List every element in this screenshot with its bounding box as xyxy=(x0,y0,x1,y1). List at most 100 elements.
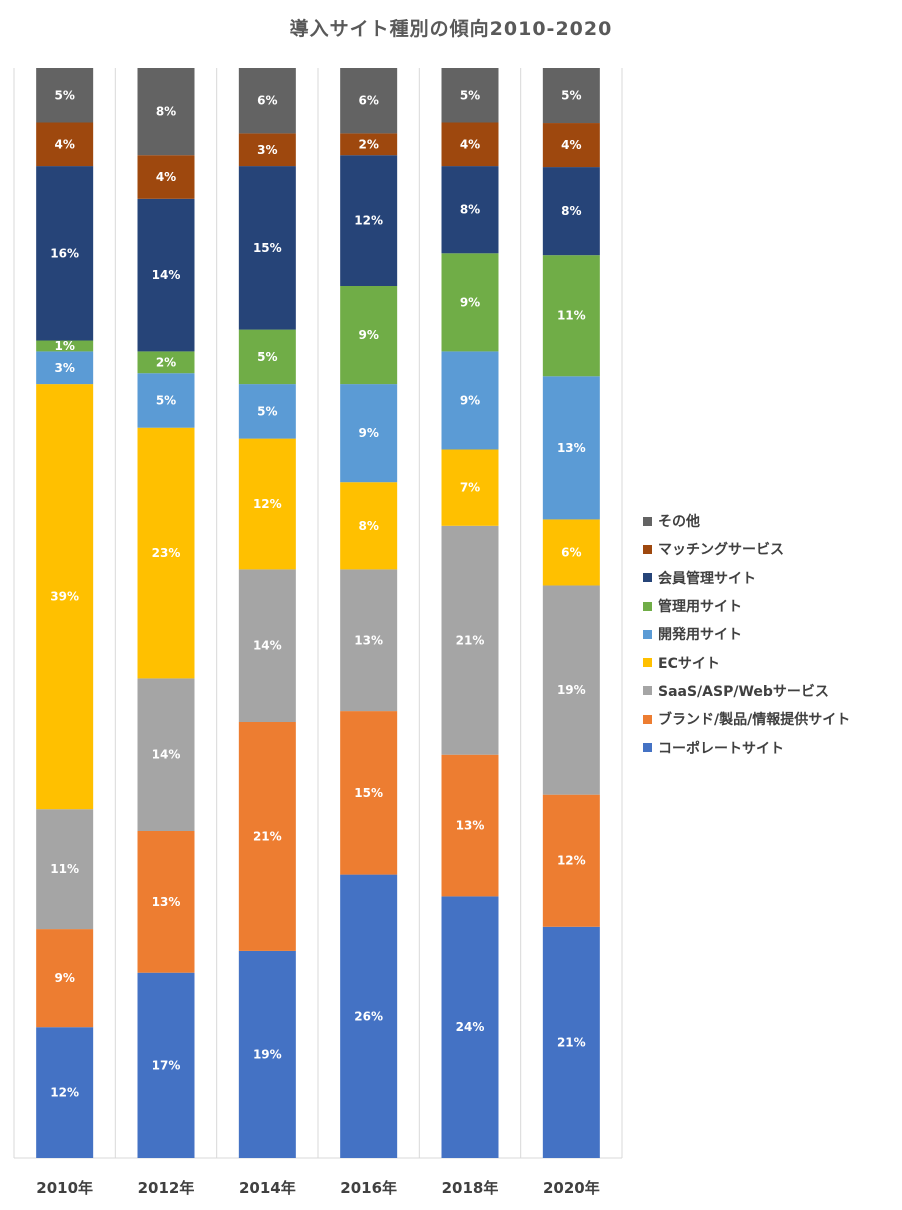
data-label: 4% xyxy=(561,138,581,152)
bar-segment xyxy=(340,133,398,156)
data-label: 15% xyxy=(354,786,383,800)
legend-swatch xyxy=(643,629,652,639)
bar-segment xyxy=(340,874,398,1158)
bar-segment xyxy=(36,351,94,385)
bar-segment xyxy=(238,68,296,134)
data-label: 16% xyxy=(50,246,79,260)
bar-segment xyxy=(238,438,296,570)
legend-item: マッチングサービス xyxy=(643,535,850,563)
legend-item: 開発用サイト xyxy=(643,620,850,648)
data-label: 1% xyxy=(54,339,74,353)
data-label: 4% xyxy=(156,170,176,184)
bar-segment xyxy=(340,569,398,712)
data-label: 3% xyxy=(257,143,277,157)
data-label: 21% xyxy=(253,829,282,843)
legend-item: SaaS/ASP/Webサービス xyxy=(643,677,850,705)
bar-segment xyxy=(340,68,398,134)
x-tick-label: 2018年 xyxy=(442,1179,499,1197)
x-tick-label: 2016年 xyxy=(340,1179,397,1197)
data-label: 5% xyxy=(257,350,277,364)
data-label: 26% xyxy=(354,1009,383,1023)
bar-segment xyxy=(238,384,296,439)
data-label: 13% xyxy=(557,441,586,455)
legend-label: マッチングサービス xyxy=(658,542,784,559)
data-label: 9% xyxy=(460,393,480,407)
data-label: 9% xyxy=(358,328,378,342)
legend-item: その他 xyxy=(643,507,850,535)
bar-segment xyxy=(137,972,195,1158)
bar-segment xyxy=(238,569,296,722)
bar-segment xyxy=(137,678,195,831)
bar-segment xyxy=(542,376,600,520)
bar-segment xyxy=(36,384,94,810)
data-label: 13% xyxy=(152,895,181,909)
bar-segment xyxy=(441,122,499,167)
data-label: 5% xyxy=(54,88,74,102)
legend-label: 管理用サイト xyxy=(658,599,742,616)
legend-swatch xyxy=(643,601,652,611)
bar-segment xyxy=(441,166,499,254)
bar-segment xyxy=(340,482,398,570)
data-label: 11% xyxy=(50,862,79,876)
bar-segment xyxy=(238,722,296,951)
bar-segment xyxy=(36,809,94,930)
bar-segment xyxy=(137,351,195,374)
data-label: 8% xyxy=(561,204,581,218)
legend-item: 管理用サイト xyxy=(643,592,850,620)
bar-segment xyxy=(238,166,296,330)
bar-segment xyxy=(441,754,499,897)
chart-title: 導入サイト種別の傾向2010-2020 xyxy=(289,18,613,40)
data-label: 39% xyxy=(50,590,79,604)
data-label: 5% xyxy=(460,88,480,102)
data-label: 3% xyxy=(54,361,74,375)
data-label: 13% xyxy=(354,633,383,647)
bar-segment xyxy=(36,1027,94,1158)
legend-swatch xyxy=(643,686,652,696)
data-label: 6% xyxy=(257,94,277,108)
bar-segment xyxy=(441,896,499,1158)
legend-item: コーポレートサイト xyxy=(643,733,850,761)
bar-segment xyxy=(542,123,600,168)
bar-segment xyxy=(441,351,499,450)
legend-swatch xyxy=(643,516,652,526)
data-label: 13% xyxy=(456,819,485,833)
data-label: 5% xyxy=(156,393,176,407)
data-label: 5% xyxy=(561,89,581,103)
bar-segment xyxy=(238,329,296,385)
data-label: 6% xyxy=(358,94,378,108)
data-label: 23% xyxy=(152,546,181,560)
data-label: 7% xyxy=(460,481,480,495)
legend-swatch xyxy=(643,743,652,753)
legend-item: ECサイト xyxy=(643,648,850,676)
bar-segment xyxy=(238,133,296,167)
data-label: 8% xyxy=(358,519,378,533)
bar-segment xyxy=(36,68,94,123)
bar-segment xyxy=(36,929,94,1028)
x-tick-label: 2014年 xyxy=(239,1179,296,1197)
bar-segment xyxy=(340,286,398,385)
bar-segment xyxy=(542,167,600,256)
bar-segment xyxy=(137,831,195,973)
bar-segment xyxy=(36,166,94,341)
data-label: 9% xyxy=(460,295,480,309)
bar-segment xyxy=(137,198,195,352)
legend-label: その他 xyxy=(658,514,700,531)
data-label: 12% xyxy=(557,854,586,868)
bar-segment xyxy=(340,711,398,875)
bar-segment xyxy=(542,255,600,377)
data-label: 24% xyxy=(456,1020,485,1034)
bar-segment xyxy=(36,122,94,167)
bar-segment xyxy=(441,253,499,352)
data-label: 8% xyxy=(460,203,480,217)
bar-segment xyxy=(441,68,499,123)
bar-segment xyxy=(137,427,195,679)
legend-swatch xyxy=(643,544,652,554)
legend-label: SaaS/ASP/Webサービス xyxy=(658,683,829,700)
bar-segment xyxy=(36,340,94,352)
data-label: 9% xyxy=(54,971,74,985)
bar-segment xyxy=(542,926,600,1158)
data-label: 14% xyxy=(152,748,181,762)
data-label: 12% xyxy=(50,1086,79,1100)
data-label: 11% xyxy=(557,309,586,323)
